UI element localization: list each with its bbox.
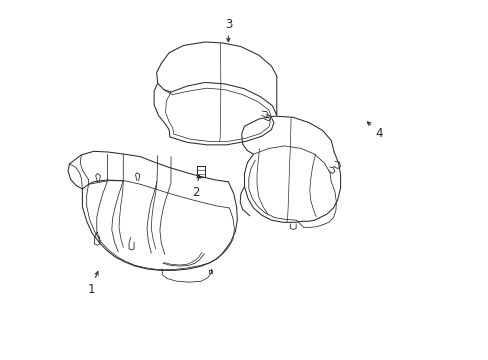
Text: 1: 1: [87, 271, 98, 296]
Text: 2: 2: [192, 175, 200, 199]
Text: 4: 4: [366, 122, 382, 140]
Text: 3: 3: [224, 18, 232, 41]
